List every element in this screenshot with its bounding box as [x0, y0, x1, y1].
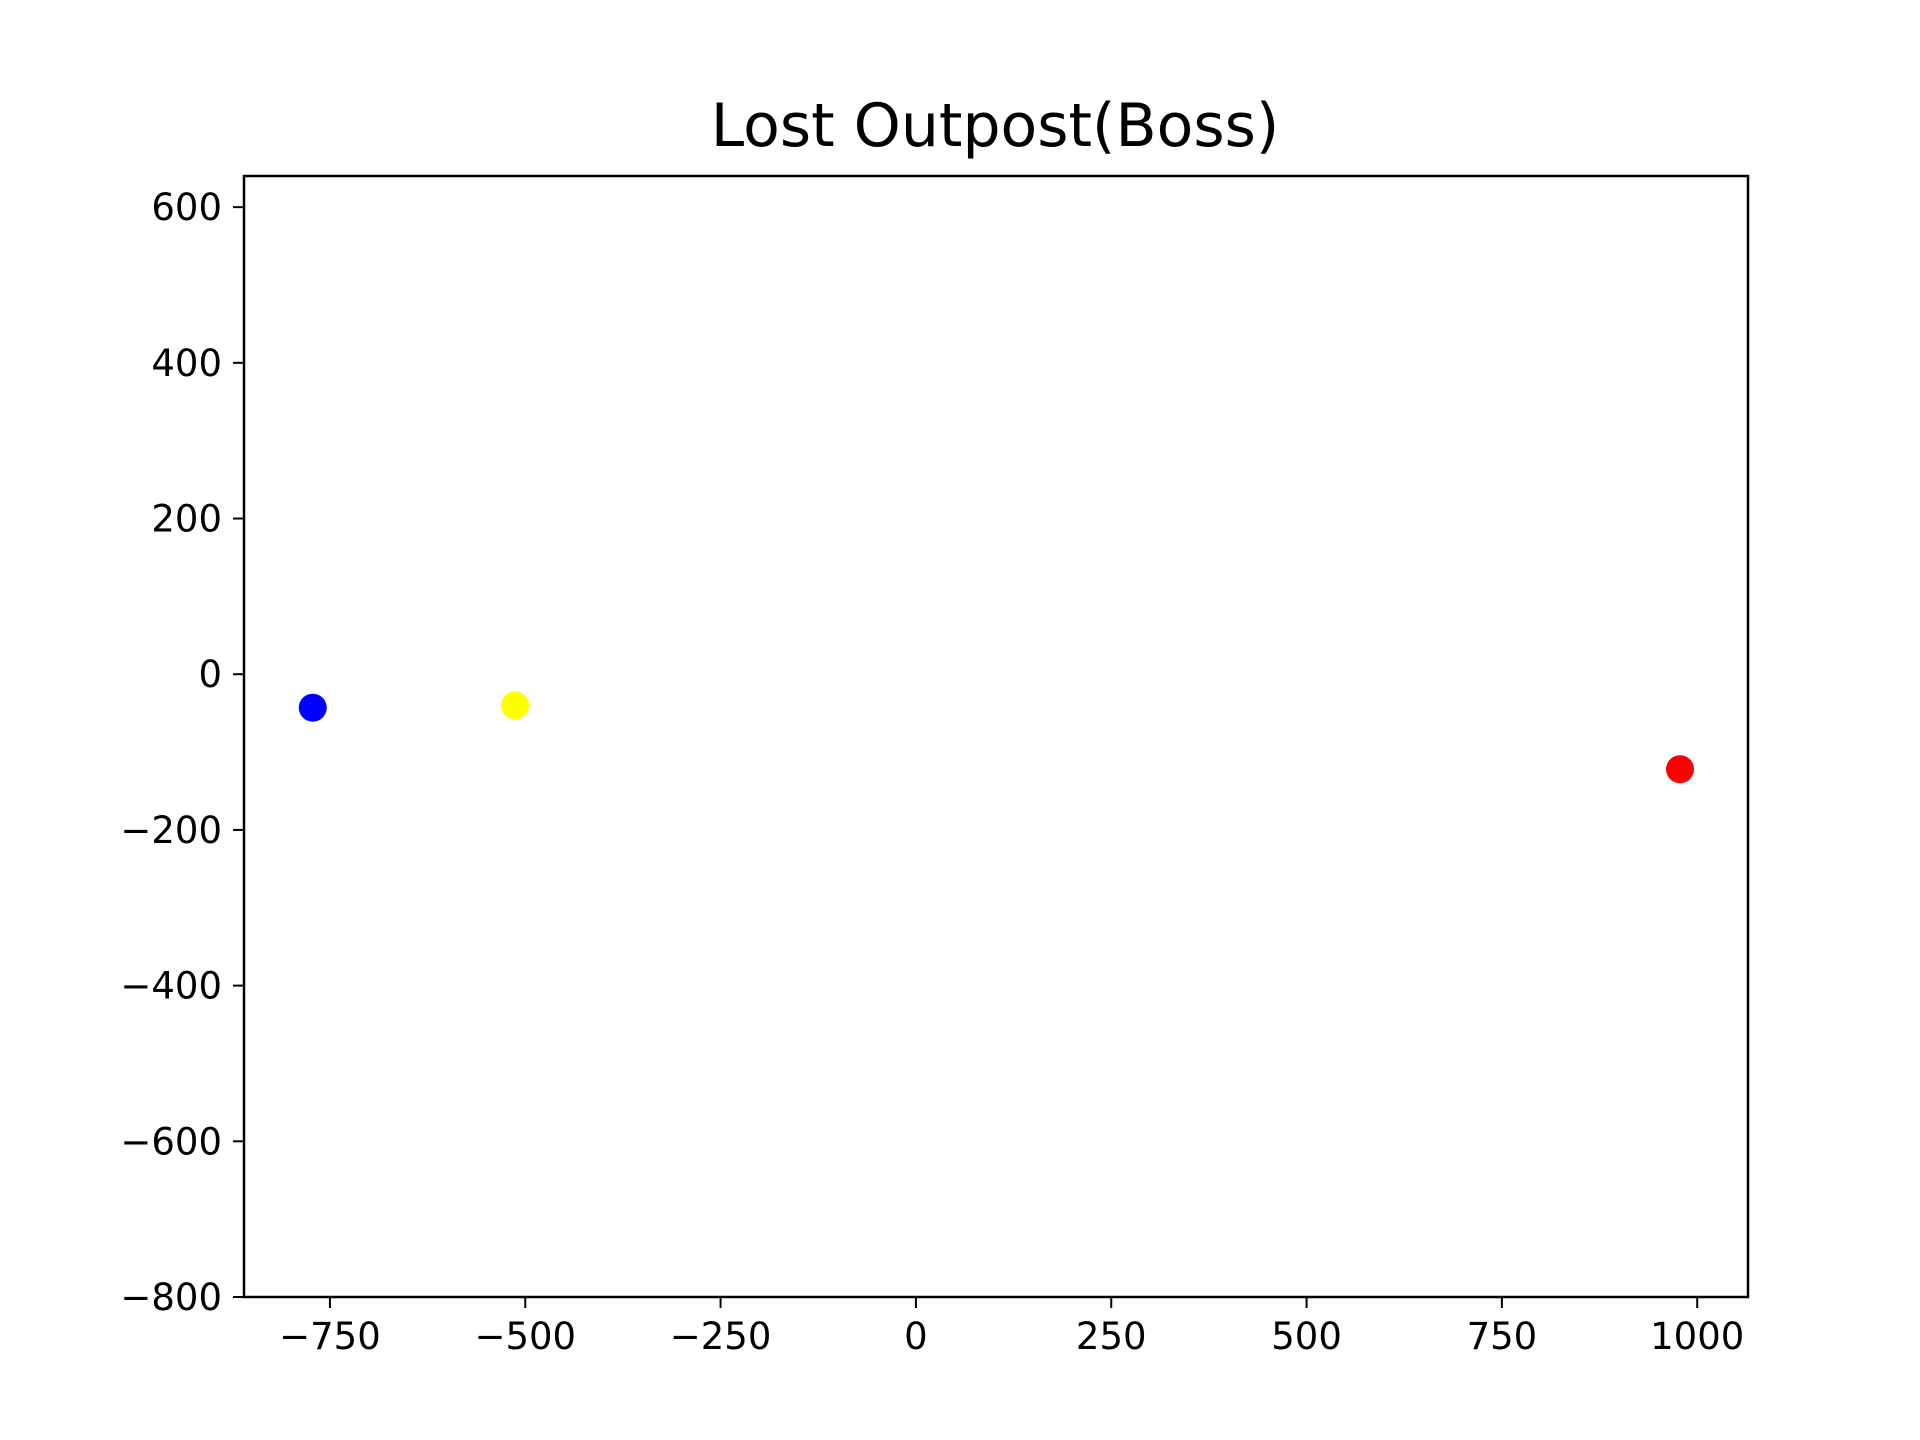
- y-tick-label: 200: [151, 498, 222, 541]
- x-tick-label: −750: [279, 1315, 381, 1358]
- y-tick-label: −200: [120, 809, 222, 852]
- y-tick-label: −800: [120, 1276, 222, 1319]
- axis-ticks: −750 −500 −250 0 250 500 750 1000 −800 −600 −400 −2…: [120, 186, 1744, 1358]
- x-tick-label: −500: [474, 1315, 576, 1358]
- data-point: [501, 691, 530, 720]
- y-tick-label: 400: [151, 342, 222, 385]
- y-tick-label: 0: [198, 653, 222, 696]
- data-point: [1666, 755, 1695, 784]
- x-tick-label: 0: [904, 1315, 928, 1358]
- data-point: [298, 693, 327, 722]
- x-tick-label: 250: [1076, 1315, 1147, 1358]
- plot-area-frame: [242, 174, 1750, 1299]
- x-tick-label: 500: [1271, 1315, 1342, 1358]
- x-tick-label: 1000: [1650, 1315, 1744, 1358]
- y-tick-label: −400: [120, 965, 222, 1008]
- x-tick-label: 750: [1467, 1315, 1538, 1358]
- y-tick-label: −600: [120, 1120, 222, 1163]
- chart-title: Lost Outpost(Boss): [711, 91, 1280, 161]
- y-tick-label: 600: [151, 186, 222, 229]
- x-tick-label: −250: [670, 1315, 772, 1358]
- data-points: [298, 691, 1695, 784]
